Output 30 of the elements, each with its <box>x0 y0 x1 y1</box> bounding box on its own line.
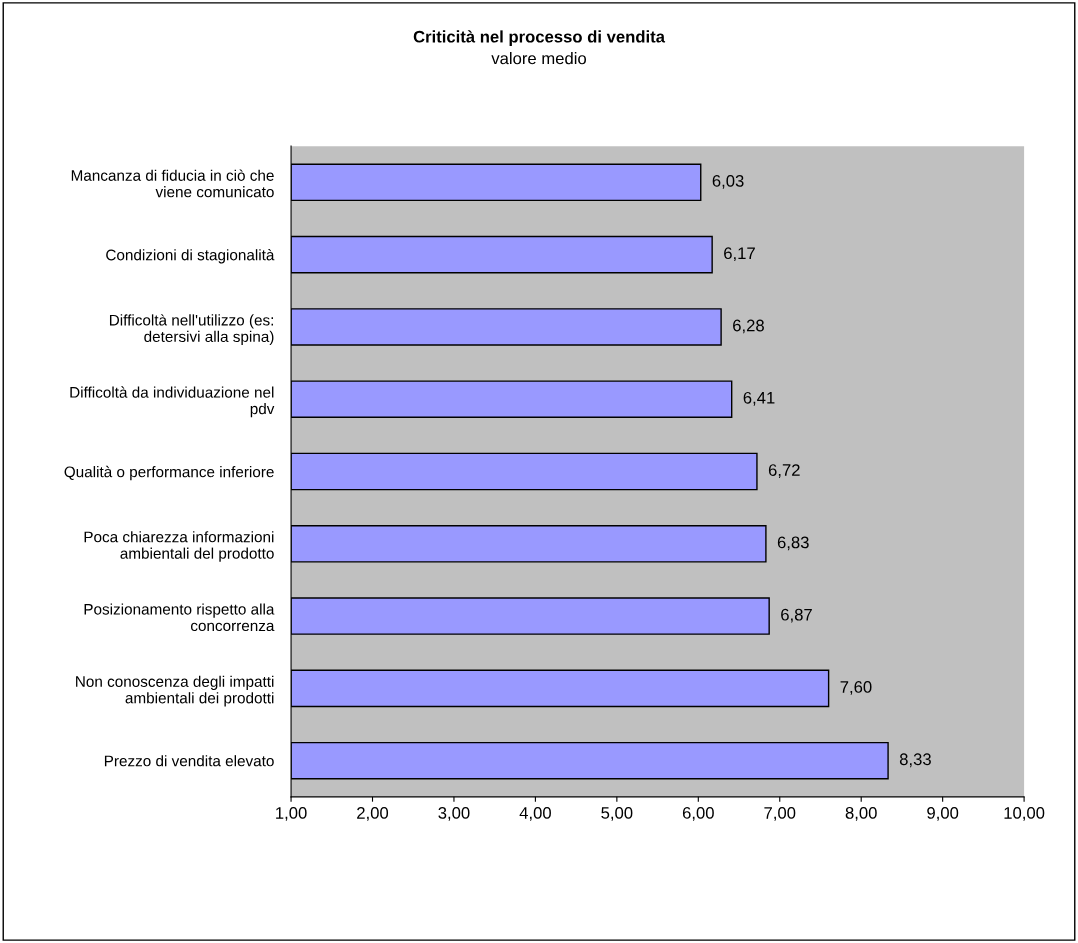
data-label: 6,03 <box>712 174 744 189</box>
data-label: 8,33 <box>899 753 931 768</box>
x-tick-label: 5,00 <box>601 807 633 821</box>
x-tick-label: 10,00 <box>1004 807 1045 821</box>
y-tick-label: Non conoscenza degli impatti ambientali dei prodotti <box>76 675 274 707</box>
data-label: 6,28 <box>733 319 764 334</box>
x-tick-label: 3,00 <box>438 807 470 821</box>
x-tick-label: 8,00 <box>845 807 877 821</box>
y-tick-label: Mancanza di fiducia in ciò che viene comunicato <box>71 169 274 198</box>
x-tick-label: 6,00 <box>682 807 714 821</box>
data-label: 7,60 <box>840 681 872 695</box>
data-label: 6,83 <box>777 536 809 551</box>
y-tick-label: Poca chiarezza informazioni ambientali del prodotto <box>84 531 274 562</box>
x-tick-label: 2,00 <box>357 807 389 821</box>
y-tick-label: Qualità o performance inferiore <box>64 465 274 481</box>
data-label: 6,72 <box>768 464 800 478</box>
y-tick-label: Difficoltà da individuazione nel pdv <box>70 386 275 418</box>
data-label: 6,17 <box>724 247 755 262</box>
y-tick-label: Prezzo di vendita elevato <box>104 755 274 767</box>
chart-subtitle: valore medio <box>491 52 587 65</box>
x-tick-label: 9,00 <box>927 807 959 821</box>
x-tick-label: 4,00 <box>519 807 551 821</box>
y-tick-label: Difficoltà nell'utilizzo (es: detersivi alla spina) <box>109 314 274 346</box>
y-tick-label: Posizionamento rispetto alla concorrenza <box>84 603 275 632</box>
y-tick-label: Condizioni di stagionalità <box>106 248 275 264</box>
data-label: 6,41 <box>743 391 775 406</box>
chart-title: Criticità nel processo di vendita <box>413 30 666 46</box>
x-tick-label: 7,00 <box>764 807 796 821</box>
x-tick-label: 1,00 <box>276 807 307 821</box>
data-label: 6,87 <box>781 608 812 623</box>
